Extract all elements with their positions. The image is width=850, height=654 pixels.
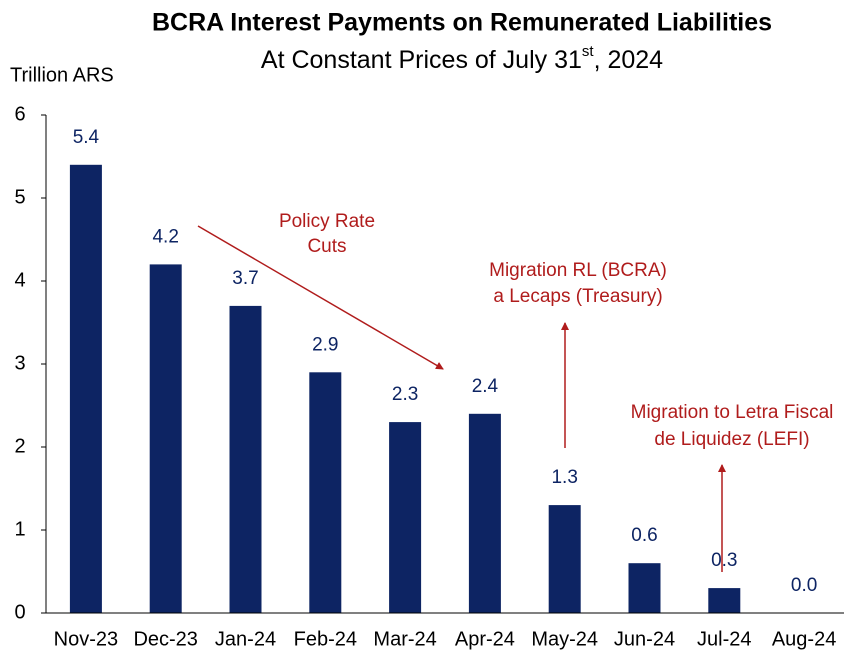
value-label: 2.4 xyxy=(472,376,499,397)
x-tick-label: Jul-24 xyxy=(697,628,751,650)
chart-subtitle: At Constant Prices of July 31st, 2024 xyxy=(261,43,663,74)
subtitle-superscript: st xyxy=(582,43,595,60)
x-tick-label: Mar-24 xyxy=(373,628,436,650)
value-label: 1.3 xyxy=(551,467,577,488)
x-tick-label: May-24 xyxy=(531,628,598,650)
value-label: 2.9 xyxy=(312,334,338,355)
y-tick-label: 1 xyxy=(14,518,25,540)
subtitle-text: , 2024 xyxy=(594,46,664,74)
annotation: a Lecaps (Treasury) xyxy=(493,286,662,307)
value-label: 2.3 xyxy=(392,384,418,405)
value-label: 5.4 xyxy=(73,127,100,148)
y-axis-label: Trillion ARS xyxy=(10,64,114,86)
value-label: 4.2 xyxy=(152,226,178,247)
bar xyxy=(69,164,102,614)
annotation: Migration RL (BCRA) xyxy=(489,260,667,281)
annotation: de Liquidez (LEFI) xyxy=(654,429,809,450)
bar xyxy=(548,505,581,613)
x-tick-label: Jan-24 xyxy=(215,628,276,650)
x-tick-label: Aug-24 xyxy=(772,628,837,650)
y-tick-label: 5 xyxy=(14,186,25,208)
value-label: 3.7 xyxy=(232,268,258,289)
bar xyxy=(149,264,182,613)
x-tick-label: Dec-23 xyxy=(133,628,197,650)
annotation: Migration to Letra Fiscal xyxy=(631,402,834,423)
annotation: Policy Rate xyxy=(279,211,375,232)
y-tick-label: 0 xyxy=(14,601,25,623)
value-label: 0.3 xyxy=(711,550,737,571)
bar xyxy=(468,413,501,613)
y-tick-label: 6 xyxy=(14,103,25,125)
y-tick-label: 2 xyxy=(14,435,25,457)
annotation: Cuts xyxy=(307,236,346,257)
chart-title: BCRA Interest Payments on Remunerated Li… xyxy=(152,9,772,37)
value-label: 0.0 xyxy=(791,575,817,596)
bar xyxy=(309,372,342,613)
value-label: 0.6 xyxy=(631,525,657,546)
y-tick-label: 4 xyxy=(14,269,25,291)
bar xyxy=(389,422,422,613)
x-tick-label: Jun-24 xyxy=(614,628,675,650)
bar xyxy=(628,563,661,613)
arrow xyxy=(197,225,444,370)
bar xyxy=(708,588,741,613)
y-tick-label: 3 xyxy=(14,352,25,374)
subtitle-text: At Constant Prices of July 31 xyxy=(261,46,582,74)
x-tick-label: Feb-24 xyxy=(294,628,357,650)
x-tick-label: Apr-24 xyxy=(455,628,515,650)
bar xyxy=(229,305,262,613)
x-tick-label: Nov-23 xyxy=(54,628,118,650)
